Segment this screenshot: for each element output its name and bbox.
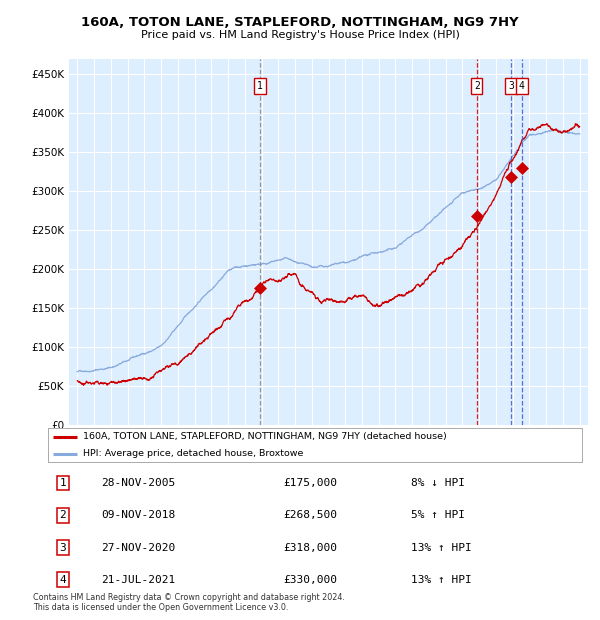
Text: 160A, TOTON LANE, STAPLEFORD, NOTTINGHAM, NG9 7HY: 160A, TOTON LANE, STAPLEFORD, NOTTINGHAM… — [81, 16, 519, 29]
Text: £330,000: £330,000 — [283, 575, 337, 585]
Text: 21-JUL-2021: 21-JUL-2021 — [101, 575, 176, 585]
Text: 4: 4 — [519, 81, 525, 91]
Text: 2: 2 — [59, 510, 67, 520]
Text: £268,500: £268,500 — [283, 510, 337, 520]
Text: £318,000: £318,000 — [283, 542, 337, 552]
Text: 3: 3 — [59, 542, 67, 552]
Text: 28-NOV-2005: 28-NOV-2005 — [101, 478, 176, 488]
Text: 8% ↓ HPI: 8% ↓ HPI — [411, 478, 465, 488]
Text: £175,000: £175,000 — [283, 478, 337, 488]
Text: 2: 2 — [474, 81, 480, 91]
Text: 27-NOV-2020: 27-NOV-2020 — [101, 542, 176, 552]
Text: 13% ↑ HPI: 13% ↑ HPI — [411, 542, 472, 552]
Text: 160A, TOTON LANE, STAPLEFORD, NOTTINGHAM, NG9 7HY (detached house): 160A, TOTON LANE, STAPLEFORD, NOTTINGHAM… — [83, 432, 446, 441]
Text: HPI: Average price, detached house, Broxtowe: HPI: Average price, detached house, Brox… — [83, 450, 303, 458]
Text: 09-NOV-2018: 09-NOV-2018 — [101, 510, 176, 520]
Text: 4: 4 — [59, 575, 67, 585]
Text: 1: 1 — [59, 478, 67, 488]
Text: Price paid vs. HM Land Registry's House Price Index (HPI): Price paid vs. HM Land Registry's House … — [140, 30, 460, 40]
Text: Contains HM Land Registry data © Crown copyright and database right 2024.
This d: Contains HM Land Registry data © Crown c… — [33, 593, 345, 612]
Text: 3: 3 — [508, 81, 514, 91]
Text: 5% ↑ HPI: 5% ↑ HPI — [411, 510, 465, 520]
Text: 1: 1 — [257, 81, 263, 91]
Text: 13% ↑ HPI: 13% ↑ HPI — [411, 575, 472, 585]
